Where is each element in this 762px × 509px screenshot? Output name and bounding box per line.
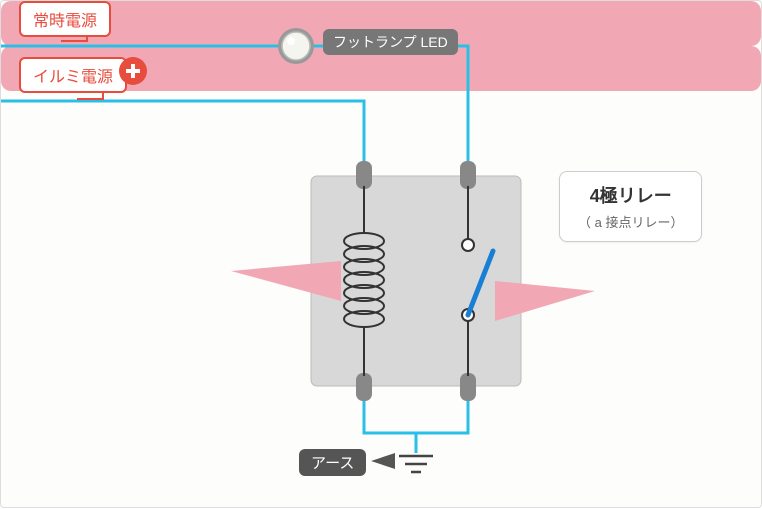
coil-pointer [231,261,341,301]
relay-info-sub: （ a 接点リレー） [578,212,683,231]
relay-body [311,176,521,386]
ground-label: アース [299,449,366,476]
constant-power-label: 常時電源 [19,1,111,37]
relay-info-box: 4極リレー （ a 接点リレー） [559,171,702,242]
a-contact-pointer [495,281,595,321]
foot-lamp-led-label: フットランプ LED [323,29,458,55]
ground-symbol [399,456,433,472]
plus-icon [119,57,147,85]
relay-info-title: 4極リレー [578,182,683,208]
led-lamp [278,28,314,64]
diagram-container: 常時電源 イルミ電源 フットランプ LED コイル a接点 アース 4極リレー … [0,0,762,508]
ground-arrow [371,453,395,469]
illumination-power-label: イルミ電源 [19,57,127,93]
